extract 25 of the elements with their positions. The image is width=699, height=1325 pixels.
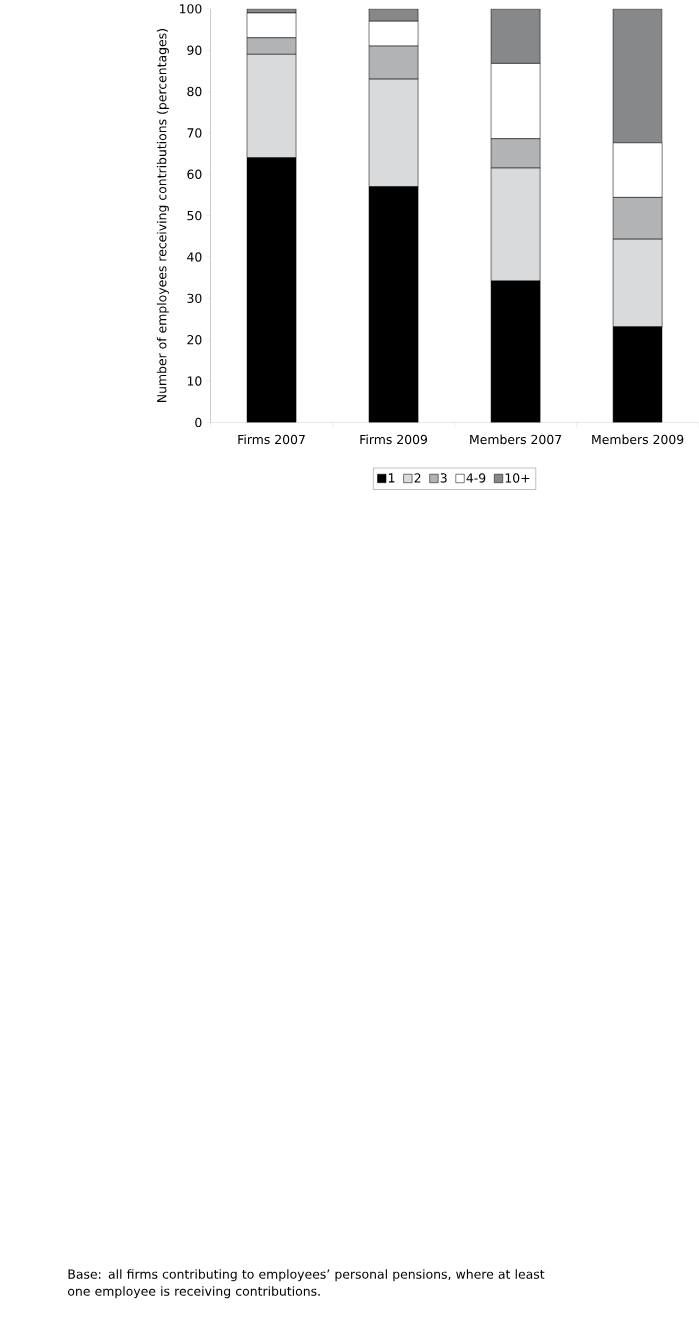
y-tick-label: 20 (187, 334, 202, 345)
y-tick-label: 40 (187, 252, 202, 262)
y-tick-label: 100 (180, 4, 202, 14)
bar (612, 8, 663, 144)
y-tick-label: 0 (195, 417, 202, 428)
y-tick-label: 30 (187, 293, 202, 304)
y-tick-label: 70 (187, 128, 202, 138)
y-tick-label: 50 (187, 210, 202, 221)
bar (368, 8, 419, 22)
text: Base: all firms contributing to employees’ personal pensions, where at least one employee is receiving contributions. (68, 1269, 545, 1299)
bar (490, 8, 541, 64)
x-tick-label: Members 2007 (470, 434, 562, 445)
y-tick-label: 90 (187, 45, 202, 55)
legend-label: 4-9 (466, 473, 486, 483)
x-tick-label: Firms 2009 (360, 434, 428, 445)
legend-label: 10+ (505, 473, 530, 483)
legend-label: 2 (414, 473, 421, 483)
x-tick-label: Firms 2007 (238, 434, 305, 445)
y-tick-label: 10 (187, 376, 202, 386)
y-axis-title: Number of employees receiving contributions (percentages) (156, 29, 169, 402)
x-tick-label: Members 2009 (592, 434, 684, 445)
y-tick-label: 80 (187, 86, 202, 97)
legend-label: 3 (440, 473, 447, 483)
legend-label: 1 (389, 473, 395, 483)
y-tick-label: 60 (187, 169, 202, 179)
